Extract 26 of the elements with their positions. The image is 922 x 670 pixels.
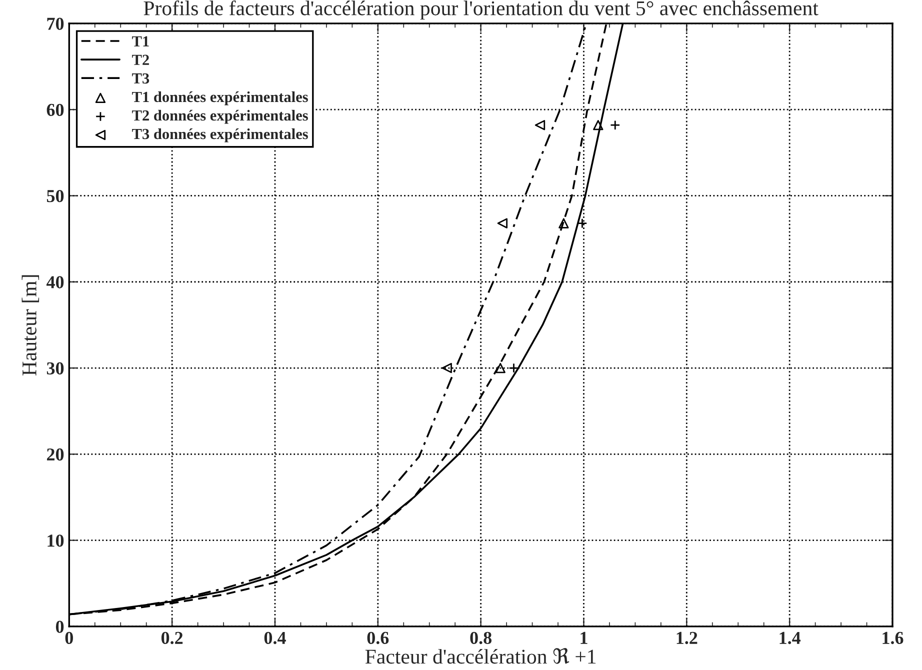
- x-tick-label: 0.6: [367, 632, 389, 644]
- x-tick-label: 0.4: [264, 632, 286, 644]
- y-tick-label: 20: [46, 448, 64, 461]
- legend-label: T3 données expérimentales: [132, 128, 308, 142]
- y-tick-label: 10: [48, 534, 64, 547]
- legend-label: T3: [132, 73, 150, 84]
- legend-label: T2 données expérimentales: [132, 110, 308, 124]
- legend-label: T2: [132, 54, 149, 65]
- y-axis-title: Hauteur [m]: [22, 275, 40, 376]
- legend-label: T1 données expérimentales: [132, 91, 308, 106]
- x-tick-label: 0.8: [470, 632, 492, 644]
- x-tick-label: 1: [580, 632, 588, 644]
- chart-title: Profils de facteurs d'accélération pour l'orientation du vent 5° avec enchâssement: [144, 0, 818, 20]
- x-tick-label: 0.2: [161, 632, 183, 644]
- x-tick-label: 1.4: [780, 632, 801, 644]
- y-tick-label: 0: [56, 620, 64, 633]
- legend-label: T1: [132, 36, 149, 46]
- x-tick-label: 1.2: [676, 632, 698, 644]
- y-tick-label: 50: [46, 190, 64, 202]
- y-tick-label: 40: [46, 276, 64, 288]
- y-tick-label: 60: [46, 104, 64, 116]
- y-tick-label: 30: [46, 362, 64, 374]
- x-tick-label: 0: [65, 632, 73, 644]
- y-tick-label: 70: [47, 18, 64, 30]
- x-tick-label: 1.6: [882, 632, 904, 644]
- x-axis-title: Facteur d'accélération ℜ +1: [365, 648, 596, 664]
